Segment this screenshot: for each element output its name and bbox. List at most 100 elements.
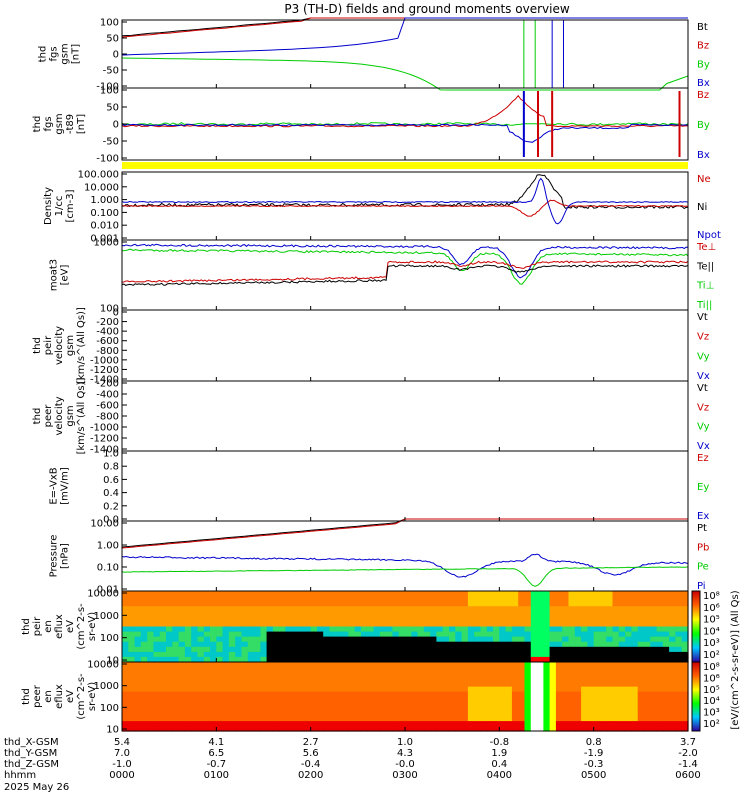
spectrogram-cell xyxy=(518,691,526,698)
spectrogram-cell xyxy=(486,626,494,633)
spectrogram-cell xyxy=(537,701,544,707)
spectrogram-cell xyxy=(342,651,349,658)
spectrogram-cell xyxy=(568,601,576,607)
spectrogram-cell xyxy=(606,721,614,727)
spectrogram-cell xyxy=(562,626,570,633)
spectrogram-cell xyxy=(398,626,406,633)
spectrogram-cell xyxy=(272,611,280,617)
spectrogram-cell xyxy=(631,591,639,597)
spectrogram-cell xyxy=(455,686,463,693)
spectrogram-cell xyxy=(291,591,299,597)
spectrogram-cell xyxy=(348,691,356,698)
spectrogram-cell xyxy=(662,646,670,653)
spectrogram-cell xyxy=(254,656,261,663)
spectrogram-cell xyxy=(291,596,299,602)
spectrogram-cell xyxy=(254,631,261,638)
spectrogram-cell xyxy=(317,646,324,653)
spectrogram-cell xyxy=(612,671,620,678)
spectrogram-cell xyxy=(574,726,582,732)
spectrogram-cell xyxy=(392,631,400,638)
spectrogram-cell xyxy=(166,696,173,702)
spectrogram-cell xyxy=(310,666,318,673)
spectrogram-cell xyxy=(518,711,526,717)
spectrogram-cell xyxy=(373,651,381,658)
spectrogram-cell xyxy=(405,681,412,688)
spectrogram-cell xyxy=(122,691,129,698)
spectrogram-cell xyxy=(644,666,651,673)
spectrogram-cell xyxy=(549,671,557,678)
spectrogram-cell xyxy=(348,696,356,702)
spectrogram-cell xyxy=(587,701,595,707)
spectrogram-cell xyxy=(147,611,155,617)
series-line xyxy=(121,264,689,286)
spectrogram-cell xyxy=(474,626,482,633)
spectrogram-cell xyxy=(505,701,513,707)
spectrogram-cell xyxy=(537,706,544,712)
series-line xyxy=(122,174,689,210)
spectrogram-cell xyxy=(140,721,148,727)
spectrogram-cell xyxy=(329,671,337,678)
spectrogram-cell xyxy=(140,681,148,688)
spectrogram-cell xyxy=(329,596,337,602)
spectrogram-cell xyxy=(266,631,274,638)
spectrogram-cell xyxy=(128,696,136,702)
spectrogram-cell xyxy=(568,591,576,597)
spectrogram-cell xyxy=(147,696,155,702)
spectrogram-cell xyxy=(606,716,614,722)
spectrogram-cell xyxy=(379,662,387,668)
spectrogram-cell xyxy=(122,711,129,717)
spectrogram-cell xyxy=(342,711,349,717)
spectrogram-cell xyxy=(254,671,261,678)
spectrogram-cell xyxy=(191,606,199,612)
spectrogram-cell xyxy=(272,626,280,633)
ephemeris-value: -0.0 xyxy=(395,759,415,770)
spectrogram-cell xyxy=(260,626,268,633)
spectrogram-cell xyxy=(254,611,261,617)
spectrogram-cell xyxy=(335,606,343,612)
spectrogram-cell xyxy=(184,686,192,693)
spectrogram-cell xyxy=(317,691,324,698)
spectrogram-cell xyxy=(310,721,318,727)
spectrogram-cell xyxy=(430,616,438,623)
spectrogram-cell xyxy=(436,701,444,707)
spectrogram-cell xyxy=(373,611,381,617)
spectrogram-cell xyxy=(423,686,431,693)
spectrogram-cell xyxy=(524,662,532,668)
spectrogram-cell xyxy=(329,662,337,668)
spectrogram-cell xyxy=(480,616,488,623)
colorbar-tick-label: 10⁸ xyxy=(703,662,720,673)
spectrogram-cell xyxy=(467,621,475,628)
spectrogram-cell xyxy=(285,706,293,712)
spectrogram-cell xyxy=(197,696,205,702)
spectrogram-cell xyxy=(449,686,456,693)
spectrogram-cell xyxy=(417,681,425,688)
spectrogram-cell xyxy=(480,696,488,702)
ephemeris-value: 0.4 xyxy=(491,759,507,770)
spectrogram-cell xyxy=(669,681,676,688)
spectrogram-cell xyxy=(298,621,305,628)
y-axis-label: peir xyxy=(43,335,54,355)
spectrogram-cell xyxy=(386,691,393,698)
spectrogram-cell xyxy=(662,662,670,668)
spectrogram-cell xyxy=(662,606,670,612)
spectrogram-cell xyxy=(656,686,664,693)
spectrogram-cell xyxy=(612,606,620,612)
spectrogram-cell xyxy=(134,591,142,597)
spectrogram-cell xyxy=(656,716,664,722)
spectrogram-cell xyxy=(373,696,381,702)
spectrogram-cell xyxy=(486,681,494,688)
spectrogram-cell xyxy=(285,671,293,678)
spectrogram-cell xyxy=(656,726,664,732)
spectrogram-cell xyxy=(625,691,632,698)
spectrogram-cell xyxy=(555,662,563,668)
spectrogram-cell xyxy=(518,591,526,597)
spectrogram-cell xyxy=(436,662,444,668)
spectrogram-cell xyxy=(662,711,670,717)
spectrogram-cell xyxy=(361,601,368,607)
y-tick-label: 100.000 xyxy=(78,170,119,181)
spectrogram-cell xyxy=(600,596,607,602)
spectrogram-cell xyxy=(405,651,412,658)
spectrogram-cell xyxy=(430,626,438,633)
spectrogram-cell xyxy=(392,611,400,617)
spectrogram-cell xyxy=(298,691,305,698)
